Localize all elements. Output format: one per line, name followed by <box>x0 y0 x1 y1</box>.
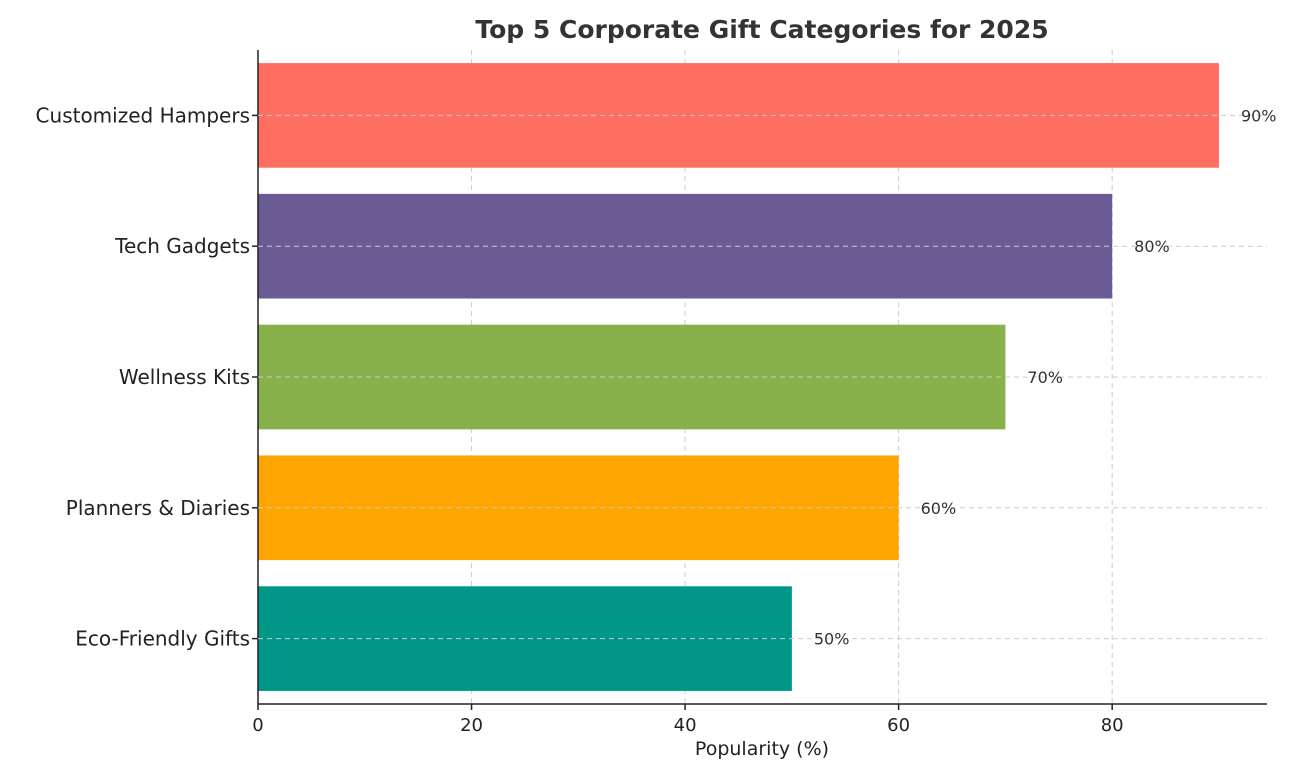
category-label: Wellness Kits <box>119 365 250 389</box>
data-label: 80% <box>1134 237 1170 256</box>
x-axis-label: Popularity (%) <box>695 738 829 760</box>
category-label: Planners & Diaries <box>66 496 250 520</box>
category-label: Tech Gadgets <box>114 234 250 258</box>
data-label: 60% <box>921 499 957 518</box>
category-label: Eco-Friendly Gifts <box>75 627 250 651</box>
x-tick-label: 0 <box>252 715 263 736</box>
x-tick-label: 40 <box>674 715 697 736</box>
data-label: 90% <box>1241 106 1277 125</box>
category-label: Customized Hampers <box>36 103 250 127</box>
data-label: 70% <box>1027 368 1063 387</box>
x-tick-label: 80 <box>1101 715 1124 736</box>
x-tick-label: 60 <box>887 715 910 736</box>
x-tick-label: 20 <box>460 715 483 736</box>
data-label: 50% <box>814 630 850 649</box>
chart-title: Top 5 Corporate Gift Categories for 2025 <box>475 15 1048 44</box>
labels: 0 20 40 60 80 Customized Hampers 90% Tech Gadge… <box>36 103 1277 736</box>
